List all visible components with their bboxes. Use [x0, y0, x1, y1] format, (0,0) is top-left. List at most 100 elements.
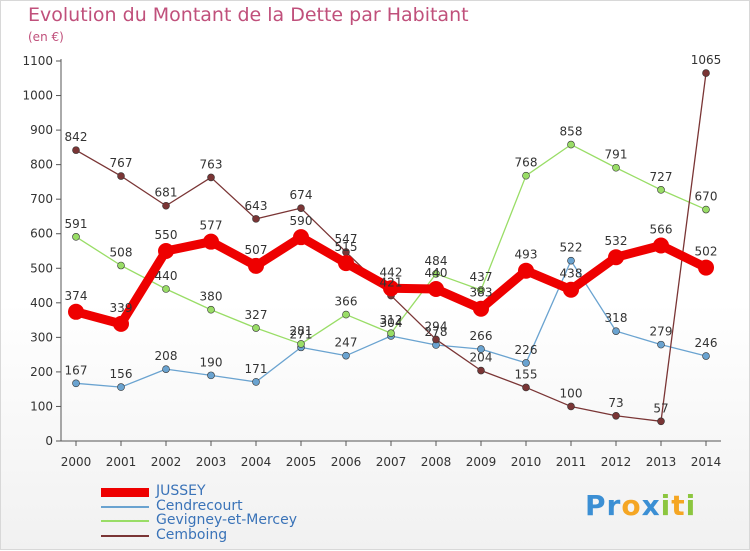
legend-swatch — [101, 505, 149, 508]
legend-item-gevigney-et-mercey: Gevigney-et-Mercey — [101, 512, 401, 529]
chart-unit-label: (en €) — [28, 30, 64, 44]
data-point-cemboing — [522, 383, 530, 392]
data-point-jussey — [698, 259, 714, 276]
data-label-gevigney-et-mercey: 768 — [515, 156, 538, 170]
chart-title: Evolution du Montant de la Dette par Hab… — [28, 4, 469, 26]
data-point-cendrecourt — [162, 365, 170, 373]
data-point-jussey — [113, 315, 129, 332]
data-point-gevigney-et-mercey — [477, 286, 485, 294]
x-tick-label: 2004 — [241, 455, 272, 469]
data-label-cendrecourt: 279 — [650, 325, 673, 339]
data-label-cendrecourt: 156 — [110, 367, 133, 381]
data-label-gevigney-et-mercey: 858 — [560, 125, 583, 139]
data-label-gevigney-et-mercey: 791 — [605, 148, 628, 162]
data-label-jussey: 507 — [245, 243, 268, 257]
chart-legend: JUSSEY Cendrecourt Gevigney-et-Mercey Cembo… — [101, 483, 401, 544]
data-label-cendrecourt: 247 — [335, 336, 358, 350]
data-point-cendrecourt — [567, 256, 575, 265]
legend-item-cendrecourt: Cendrecourt — [101, 498, 401, 515]
data-label-cemboing: 763 — [200, 157, 223, 171]
data-label-jussey: 442 — [380, 265, 403, 279]
logo-letter: o — [621, 489, 642, 522]
data-point-gevigney-et-mercey — [297, 340, 305, 348]
data-point-cendrecourt — [657, 340, 665, 349]
data-point-gevigney-et-mercey — [387, 329, 395, 338]
data-label-gevigney-et-mercey: 281 — [290, 324, 313, 338]
data-label-jussey: 339 — [110, 301, 133, 315]
data-label-cemboing: 294 — [425, 319, 448, 333]
data-label-cendrecourt: 167 — [65, 363, 88, 377]
logo-letter: t — [671, 489, 686, 522]
data-point-jussey — [203, 233, 219, 250]
logo-letter: i — [660, 489, 672, 522]
logo-letter: r — [606, 489, 622, 522]
data-point-cemboing — [657, 417, 665, 426]
legend-swatch — [101, 520, 149, 522]
data-label-jussey: 532 — [605, 234, 628, 248]
data-point-gevigney-et-mercey — [72, 233, 80, 241]
data-point-jussey — [383, 280, 399, 297]
data-point-cendrecourt — [207, 371, 215, 380]
data-point-gevigney-et-mercey — [522, 171, 530, 180]
data-point-cemboing — [72, 146, 80, 154]
legend-label: JUSSEY — [156, 483, 206, 499]
x-tick-label: 2013 — [646, 455, 677, 469]
data-label-gevigney-et-mercey: 508 — [110, 246, 133, 260]
chart-series — [68, 69, 714, 426]
data-point-cemboing — [567, 402, 575, 411]
y-tick-label: 1000 — [22, 89, 53, 103]
data-label-cemboing: 100 — [560, 386, 583, 400]
data-point-cendrecourt — [477, 345, 485, 353]
data-label-cendrecourt: 190 — [200, 355, 223, 369]
x-tick-label: 2005 — [286, 455, 317, 469]
logo-letter: x — [641, 489, 661, 522]
data-point-jussey — [428, 281, 444, 297]
data-point-cemboing — [612, 411, 620, 420]
x-tick-label: 2001 — [106, 455, 137, 469]
data-label-gevigney-et-mercey: 591 — [65, 217, 88, 231]
data-label-cemboing: 155 — [515, 367, 538, 381]
data-point-jussey — [158, 243, 174, 259]
chart-axes: 0 100 200 300 400 500 600 700 800 900 1000 1100 2000… — [22, 54, 721, 469]
data-point-cemboing — [702, 69, 710, 77]
x-tick-label: 2002 — [151, 455, 182, 469]
data-label-cendrecourt: 171 — [245, 362, 268, 376]
legend-item-cemboing: Cemboing — [101, 527, 401, 544]
data-point-jussey — [293, 229, 309, 246]
x-tick-label: 2010 — [511, 455, 542, 469]
data-label-jussey: 550 — [155, 228, 178, 242]
y-tick-label: 600 — [30, 227, 53, 241]
data-label-gevigney-et-mercey: 380 — [200, 290, 223, 304]
y-tick-label: 700 — [30, 192, 53, 206]
y-tick-label: 400 — [30, 296, 53, 310]
y-tick-label: 300 — [30, 330, 53, 344]
data-label-jussey: 515 — [335, 240, 358, 254]
data-label-gevigney-et-mercey: 312 — [380, 313, 403, 327]
data-label-cendrecourt: 266 — [470, 329, 493, 343]
data-point-gevigney-et-mercey — [657, 186, 665, 194]
data-point-cendrecourt — [702, 352, 710, 360]
logo-letter: P — [585, 489, 607, 522]
data-label-cemboing: 674 — [290, 188, 313, 202]
data-point-cendrecourt — [342, 351, 350, 360]
legend-swatch — [101, 534, 149, 537]
x-tick-label: 2014 — [691, 455, 722, 469]
data-point-jussey — [653, 237, 669, 254]
data-point-cemboing — [252, 215, 260, 223]
data-label-cemboing: 681 — [155, 186, 178, 200]
data-label-cemboing: 547 — [335, 232, 358, 246]
legend-item-jussey: JUSSEY — [101, 483, 401, 500]
data-label-jussey: 577 — [200, 219, 223, 233]
data-label-jussey: 566 — [650, 222, 673, 236]
data-point-cendrecourt — [72, 379, 80, 388]
data-label-cemboing: 767 — [110, 156, 133, 170]
data-label-jussey: 590 — [290, 214, 313, 228]
data-point-gevigney-et-mercey — [207, 305, 215, 314]
data-label-cemboing: 57 — [653, 401, 668, 415]
data-label-gevigney-et-mercey: 440 — [155, 269, 178, 283]
data-label-cendrecourt: 208 — [155, 349, 178, 363]
legend-swatch — [101, 487, 149, 497]
data-point-gevigney-et-mercey — [342, 310, 350, 319]
y-tick-label: 0 — [45, 434, 53, 448]
data-label-jussey: 440 — [425, 266, 448, 280]
